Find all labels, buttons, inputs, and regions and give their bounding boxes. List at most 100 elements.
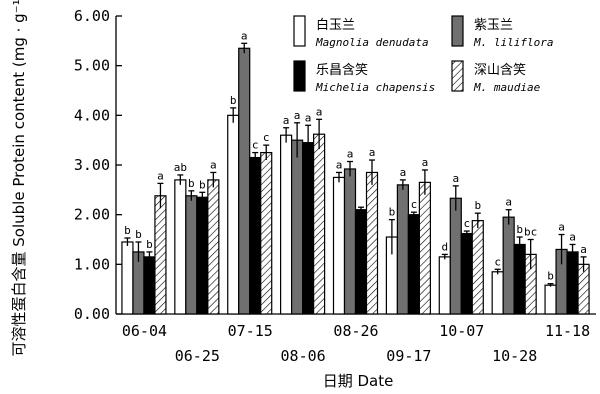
significance-label: b	[135, 228, 142, 241]
legend-latin-1: Magnolia denudata	[315, 36, 429, 49]
significance-label: c	[411, 198, 418, 211]
bar	[343, 168, 357, 315]
significance-label: b	[124, 224, 131, 237]
x-tick-label: 09-17	[386, 347, 431, 365]
bar	[313, 133, 326, 315]
significance-label: a	[316, 105, 323, 118]
bar	[491, 271, 504, 315]
legend-swatch-3	[293, 60, 306, 92]
significance-label: a	[336, 158, 343, 171]
x-tick-label: 06-04	[122, 322, 167, 340]
y-tick-label: 2.00	[74, 206, 110, 224]
bar	[407, 214, 420, 315]
significance-label: a	[157, 169, 164, 182]
bar	[566, 251, 579, 315]
significance-label: b	[188, 177, 195, 190]
significance-label: b	[230, 94, 237, 107]
x-tick-label: 10-07	[439, 322, 484, 340]
bar	[302, 142, 315, 315]
bar	[365, 171, 379, 315]
bar	[438, 256, 451, 315]
significance-label: c	[263, 131, 270, 144]
bar	[513, 243, 526, 315]
significance-label: a	[283, 114, 290, 127]
significance-label: a	[569, 230, 576, 243]
bar	[502, 216, 515, 315]
bar	[260, 151, 273, 315]
bar	[174, 179, 187, 315]
significance-label: a	[400, 166, 407, 179]
legend-swatch-2	[451, 15, 464, 47]
bar	[238, 47, 251, 315]
legend-latin-2: M. liliflora	[473, 36, 553, 49]
significance-label: a	[580, 243, 587, 256]
x-axis-title: 日期 Date	[323, 372, 394, 390]
significance-label: a	[558, 221, 565, 234]
legend-latin-3: Michelia chapensis	[315, 81, 435, 94]
bar	[471, 220, 484, 315]
bar	[280, 134, 293, 315]
bar	[577, 263, 590, 315]
legend-swatch-1	[293, 15, 306, 47]
y-axis-title: 可溶性蛋白含量 Soluble Protein content (mg · g⁻…	[10, 0, 28, 356]
bar	[249, 156, 262, 315]
bar	[207, 179, 220, 315]
significance-label: b	[199, 178, 206, 191]
legend-label-1: 白玉兰	[316, 17, 355, 33]
bar	[291, 139, 304, 315]
significance-label: c	[463, 217, 470, 230]
y-tick-label: 4.00	[74, 106, 110, 124]
legend: 白玉兰 Magnolia denudata 紫玉兰 M. liliflora 乐…	[293, 15, 553, 94]
y-tick-label: 0.00	[74, 305, 110, 323]
legend-label-3: 乐昌含笑	[316, 62, 368, 78]
bar	[460, 232, 473, 315]
y-tick-label: 1.00	[74, 255, 110, 273]
bar	[196, 196, 209, 315]
significance-label: a	[422, 156, 429, 169]
significance-label: b	[516, 223, 523, 236]
bar	[396, 184, 409, 315]
bar	[121, 241, 134, 315]
significance-label: a	[294, 109, 301, 122]
significance-label: b	[547, 270, 554, 283]
significance-label: bc	[524, 226, 537, 239]
significance-label: c	[494, 255, 501, 268]
significance-label: d	[441, 240, 448, 253]
significance-label: a	[305, 111, 312, 124]
significance-label: ab	[174, 161, 187, 174]
y-tick-label: 3.00	[74, 156, 110, 174]
bar	[185, 195, 198, 315]
significance-label: b	[389, 206, 396, 219]
significance-label: b	[474, 199, 481, 212]
bar	[143, 256, 156, 315]
significance-label: a	[369, 146, 376, 159]
significance-label: b	[146, 238, 153, 251]
x-tick-label: 06-25	[175, 347, 220, 365]
legend-swatch-4	[451, 60, 464, 92]
significance-label: a	[241, 29, 248, 42]
significance-label: a	[210, 158, 217, 171]
bar	[544, 284, 557, 315]
bar	[227, 114, 240, 315]
legend-label-4: 深山含笑	[474, 62, 526, 78]
bar	[354, 209, 368, 315]
x-tick-label: 10-28	[492, 347, 537, 365]
x-tick-label: 08-06	[281, 347, 326, 365]
x-tick-label: 07-15	[228, 322, 273, 340]
significance-label: c	[252, 139, 259, 152]
legend-label-2: 紫玉兰	[474, 18, 513, 33]
bar	[418, 181, 431, 315]
bar	[332, 176, 346, 315]
significance-label: a	[505, 196, 512, 209]
bar	[154, 195, 167, 315]
significance-label: a	[347, 148, 354, 161]
legend-latin-4: M. maudiae	[473, 81, 541, 94]
x-tick-label: 08-26	[333, 322, 378, 340]
y-tick-label: 5.00	[74, 57, 110, 75]
significance-label: a	[452, 172, 459, 185]
y-tick-label: 6.00	[74, 7, 110, 25]
bar	[449, 197, 462, 315]
x-tick-label: 11-18	[545, 322, 590, 340]
